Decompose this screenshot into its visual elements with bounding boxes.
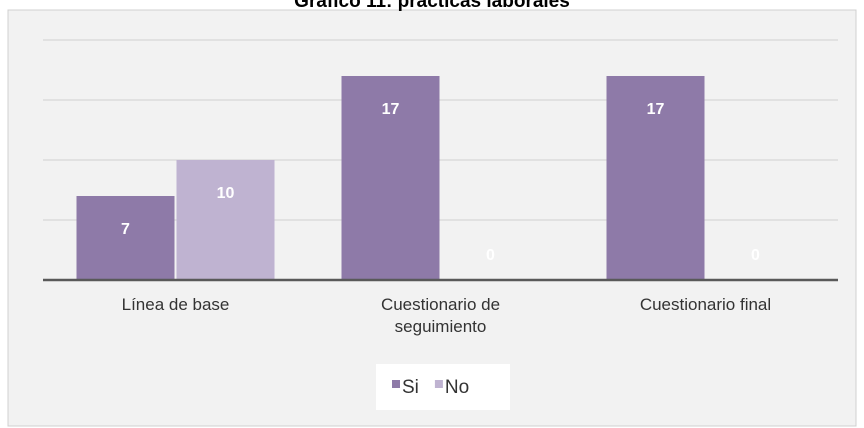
legend-swatch xyxy=(392,380,400,388)
data-label: 0 xyxy=(751,247,760,264)
data-label: 7 xyxy=(121,221,130,238)
bar xyxy=(76,196,175,280)
data-label: 0 xyxy=(486,247,495,264)
data-label: 17 xyxy=(382,101,400,118)
bar xyxy=(176,160,275,280)
x-tick-label: Cuestionario final xyxy=(639,295,772,314)
data-label: 17 xyxy=(647,101,665,118)
data-label: 10 xyxy=(217,185,235,202)
legend-label: No xyxy=(445,377,469,398)
bar xyxy=(341,76,440,280)
bar xyxy=(606,76,705,280)
x-tick-label: Cuestionario de seguimiento xyxy=(380,295,501,336)
x-tick-label: Línea de base xyxy=(121,295,230,314)
legend-swatch xyxy=(434,380,443,388)
legend-label: Si xyxy=(402,377,419,398)
chart-title: Gráfico 11: prácticas laborales xyxy=(294,0,570,12)
